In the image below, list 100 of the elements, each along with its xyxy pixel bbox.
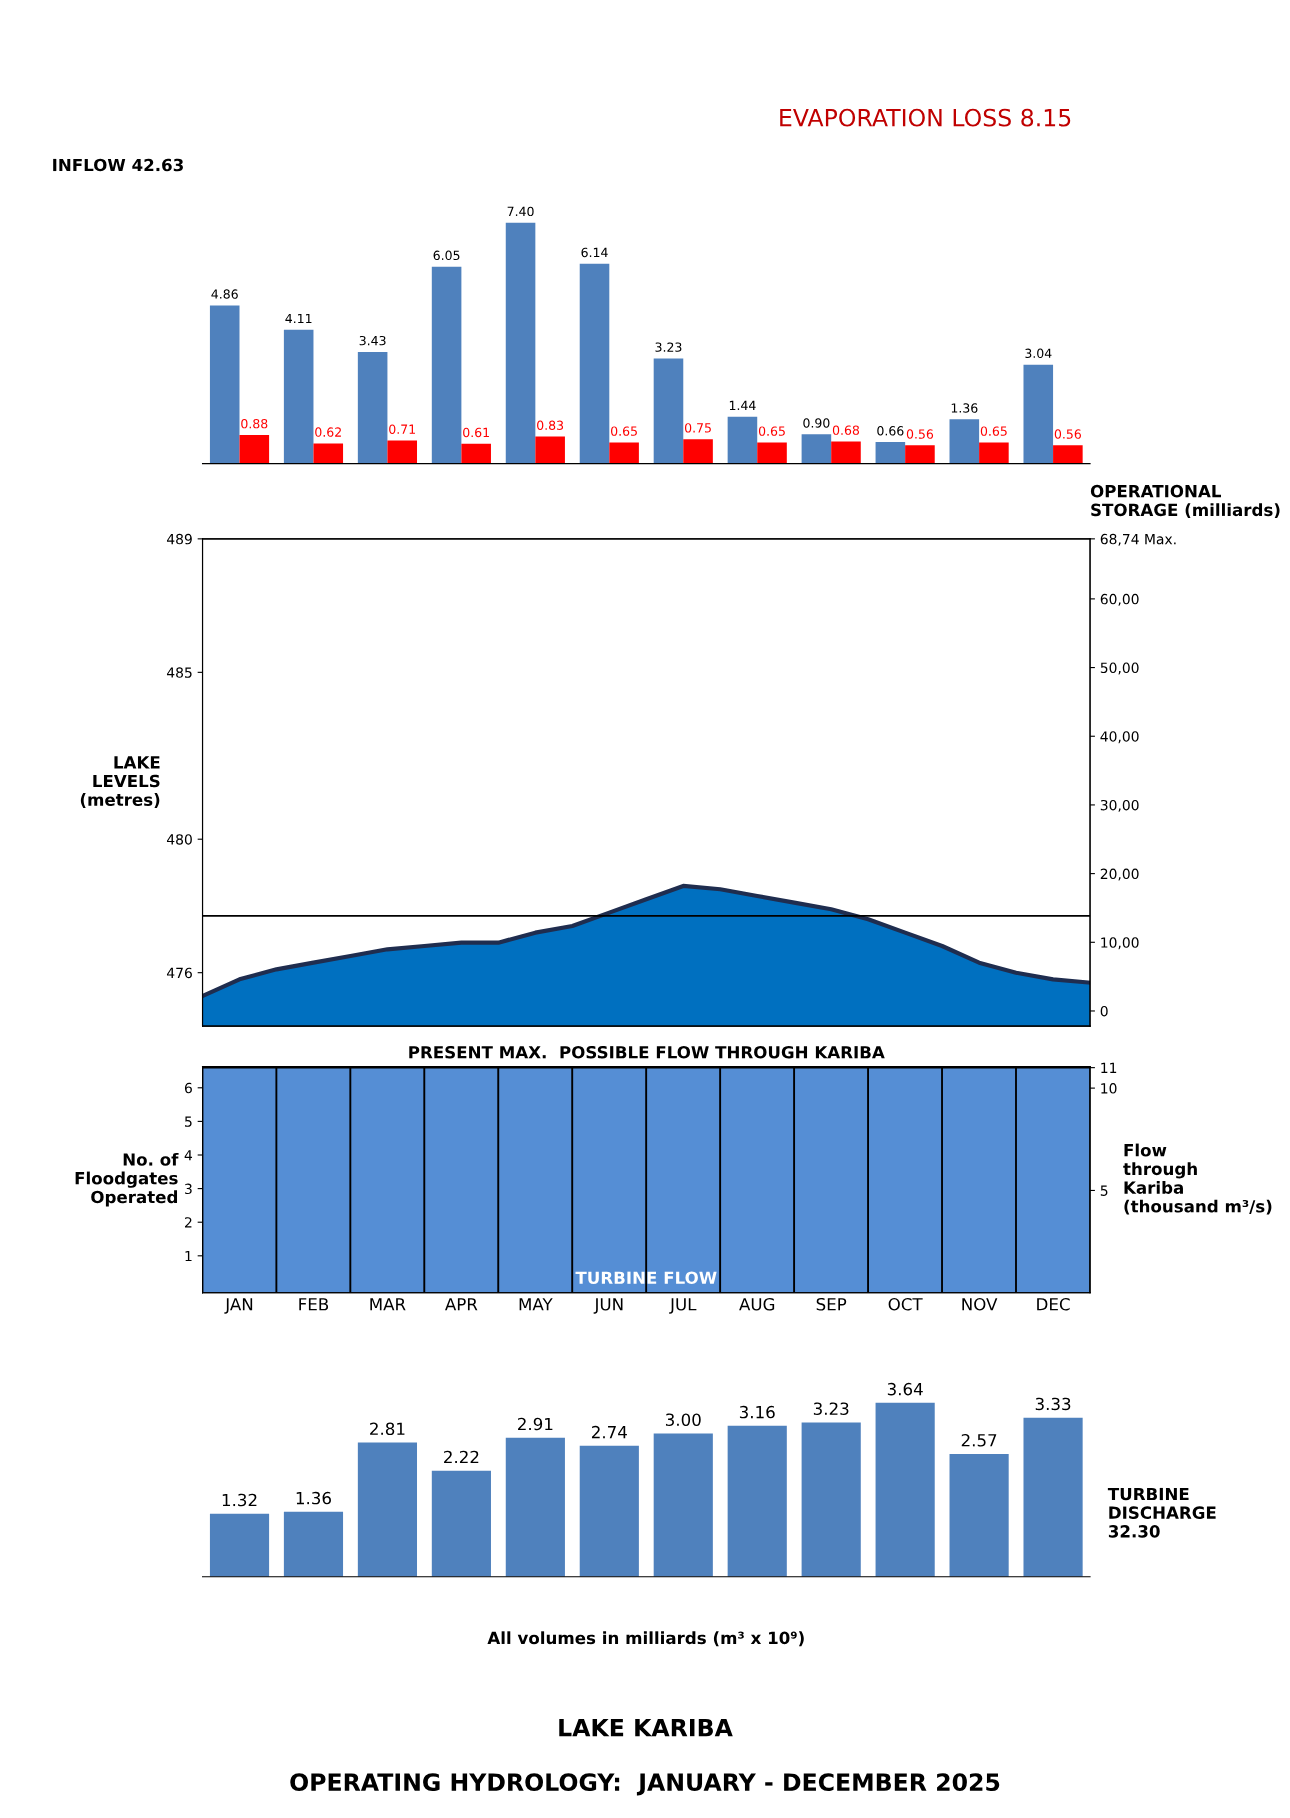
data-label: 6.14 (581, 247, 608, 258)
data-label: 6.05 (433, 250, 460, 261)
data-label: 3.43 (359, 335, 386, 346)
bar (683, 439, 713, 464)
x-tick-label: DEC (1037, 1297, 1070, 1311)
data-label: 1.36 (296, 1491, 331, 1505)
data-label: 2.57 (961, 1433, 997, 1447)
bar (387, 440, 418, 464)
bar (653, 1433, 713, 1577)
data-label: 3.33 (1035, 1397, 1071, 1411)
y2-tick-label: 20,00 (1100, 868, 1139, 881)
data-label: 7.40 (507, 206, 534, 217)
y-axis-title: LAKE LEVELS (metres) (80, 756, 160, 808)
data-label: 3.04 (1025, 348, 1052, 359)
x-tick-label: OCT (888, 1297, 923, 1311)
y-tick-label: 480 (166, 834, 192, 845)
bar (431, 266, 462, 464)
data-label: 3.16 (739, 1405, 775, 1419)
bar (949, 1453, 1009, 1577)
bar (579, 1445, 639, 1577)
bar (801, 1422, 861, 1577)
bar (727, 1425, 787, 1577)
y2-tick-label: 50,00 (1100, 662, 1139, 675)
bar (1023, 364, 1054, 464)
bar (209, 1513, 270, 1577)
x-tick-label: MAY (519, 1298, 553, 1311)
data-label: 2.74 (591, 1425, 627, 1439)
y2-tick-label: 40,00 (1100, 731, 1139, 744)
x-tick-label: JAN (224, 1298, 253, 1314)
data-label: 1.44 (729, 400, 756, 410)
bar (727, 416, 758, 464)
chart-title: PRESENT MAX. POSSIBLE FLOW THROUGH KARIBA (409, 1045, 885, 1059)
bar (283, 1511, 344, 1577)
text: TURBINE DISCHARGE 32.30 (1107, 1487, 1216, 1538)
bar (875, 1402, 935, 1577)
data-label: 0.75 (684, 423, 711, 433)
text: OPERATING HYDROLOGY: JANUARY - DECEMBER 2025 (290, 1773, 1000, 1796)
data-label: 1.32 (222, 1493, 257, 1507)
bar (757, 442, 787, 464)
bar (905, 445, 935, 464)
data-label: 0.66 (877, 426, 904, 436)
y-tick-label: 489 (166, 533, 192, 545)
y2-tick-label: 10 (1101, 1083, 1117, 1094)
data-label: 3.23 (813, 1402, 849, 1416)
data-label: 0.83 (537, 420, 564, 430)
data-label: 3.00 (665, 1413, 701, 1427)
data-label: 3.23 (655, 342, 682, 352)
x-tick-label: NOV (962, 1297, 998, 1311)
data-label: 2.81 (370, 1422, 405, 1436)
y2-axis-title: Flow through Kariba (thousand m³/s) (1123, 1143, 1272, 1215)
y-tick-label: 3 (185, 1183, 192, 1195)
bar (357, 1442, 418, 1577)
data-label: 1.36 (951, 403, 978, 413)
y-tick-label: 6 (184, 1082, 192, 1094)
bar (357, 351, 388, 464)
x-tick-label: AUG (739, 1297, 775, 1311)
bar (801, 434, 832, 464)
bar (949, 419, 980, 464)
bar (609, 442, 639, 464)
data-label: 0.56 (906, 429, 934, 439)
data-label: 0.65 (980, 426, 1007, 436)
y-tick-label: 2 (184, 1217, 192, 1228)
text: EVAPORATION LOSS 8.15 (780, 108, 1071, 127)
y-tick-label: 4 (184, 1150, 193, 1161)
bar (653, 358, 684, 464)
y-tick-label: 485 (166, 667, 192, 678)
bar (239, 434, 270, 464)
data-label: 0.56 (1054, 429, 1081, 439)
bar (1023, 1417, 1083, 1577)
data-label: 0.90 (803, 418, 830, 428)
y-axis-title: No. of Floodgates Operated (75, 1152, 179, 1207)
y2-tick-label: 10,00 (1101, 937, 1139, 950)
y-tick-label: 1 (185, 1250, 192, 1262)
data-label: 0.65 (611, 426, 637, 436)
x-tick-label: FEB (299, 1298, 329, 1311)
bar (505, 222, 536, 464)
y-tick-label: 476 (166, 967, 192, 979)
x-tick-label: APR (445, 1298, 478, 1311)
y2-tick-label: 30,00 (1100, 799, 1139, 812)
text: All volumes in milliards (m³ x 10⁹) (487, 1631, 804, 1647)
data-label: 2.91 (518, 1417, 553, 1431)
bar (831, 441, 861, 464)
data-label: 4.86 (211, 289, 238, 299)
bar (875, 442, 906, 464)
bar (431, 1470, 491, 1577)
bar (461, 443, 491, 464)
y2-tick-label: 0 (1100, 1005, 1108, 1017)
y2-tick-label: 60,00 (1100, 593, 1139, 606)
text: LAKE KARIBA (559, 1718, 733, 1737)
x-tick-label: MAR (370, 1298, 406, 1311)
y2-tick-label: 11 (1101, 1062, 1117, 1073)
bar (1053, 445, 1083, 464)
data-label: 4.11 (285, 313, 312, 324)
bar (313, 443, 344, 464)
data-label: 0.65 (758, 426, 785, 436)
data-label: 3.64 (887, 1382, 923, 1396)
y2-tick-label: 5 (1100, 1185, 1108, 1196)
data-label: 0.88 (241, 418, 268, 429)
x-tick-label: JUL (669, 1298, 697, 1314)
text: INFLOW 42.63 (53, 158, 183, 172)
